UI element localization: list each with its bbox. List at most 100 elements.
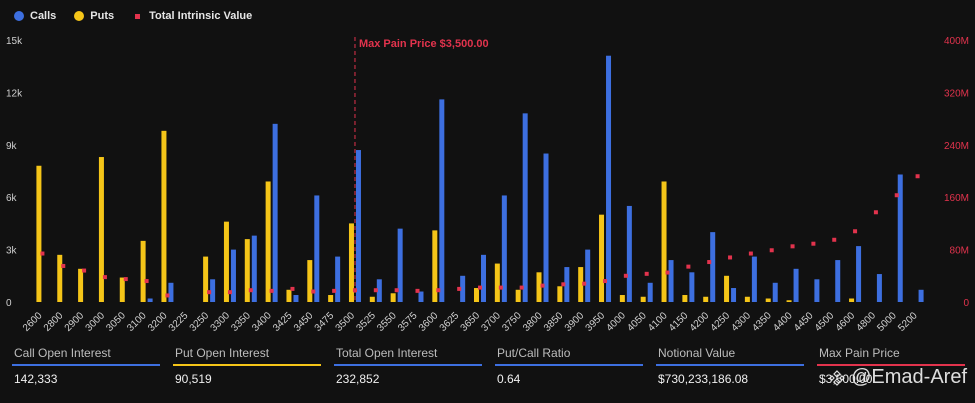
watermark-text: @Emad-Aref	[851, 366, 967, 388]
stat-notional-value: Notional Value $730,233,186.08	[656, 346, 816, 386]
stat-label: Put Open Interest	[175, 346, 270, 360]
call-bar	[626, 205, 632, 302]
y-left-tick-label: 6k	[6, 193, 18, 204]
call-bar	[876, 274, 882, 302]
call-bar	[376, 279, 382, 302]
legend-intrinsic[interactable]: Total Intrinsic Value	[132, 10, 252, 22]
put-bar	[744, 296, 750, 302]
intrinsic-point	[290, 286, 295, 291]
put-bar	[724, 275, 730, 302]
x-tick-label: 4350	[750, 310, 774, 334]
put-bar	[682, 295, 688, 302]
x-tick-label: 2600	[21, 310, 45, 334]
stat-label: Max Pain Price	[819, 346, 900, 360]
put-bar	[36, 165, 42, 302]
x-tick-label: 3650	[459, 310, 483, 334]
intrinsic-point	[873, 210, 878, 215]
call-bar	[814, 279, 820, 302]
calls-swatch-icon	[14, 11, 24, 21]
stat-call-open-interest: Call Open Interest 142,333	[12, 346, 172, 386]
x-tick-label: 4100	[646, 310, 670, 334]
y-left-tick-label: 15k	[6, 36, 23, 47]
call-bar	[543, 153, 549, 302]
x-tick-label: 4400	[771, 310, 795, 334]
stat-underline	[817, 364, 965, 366]
put-bar	[265, 181, 271, 302]
call-bar	[647, 282, 653, 302]
x-tick-label: 4500	[813, 310, 837, 334]
x-tick-label: 4150	[667, 310, 691, 334]
diamond-logo-icon	[829, 369, 845, 386]
stat-value: 90,519	[175, 372, 212, 386]
put-bar	[328, 295, 334, 302]
call-bar	[606, 55, 612, 302]
call-bar	[481, 254, 486, 302]
put-bar	[494, 263, 500, 302]
put-bar	[78, 268, 84, 302]
y-right-tick-label: 160M	[944, 193, 969, 204]
call-bar	[668, 260, 674, 302]
y-right-tick-label: 0	[963, 298, 969, 309]
y-right-tick-label: 80M	[950, 246, 969, 257]
legend-calls[interactable]: Calls	[14, 10, 56, 22]
put-bar	[640, 296, 646, 302]
x-tick-label: 3300	[209, 310, 233, 334]
intrinsic-point	[769, 248, 774, 253]
put-bar	[599, 214, 605, 302]
x-tick-label: 4600	[834, 310, 858, 334]
x-tick-label: 2900	[63, 310, 87, 334]
intrinsic-point	[227, 290, 232, 295]
call-bar	[210, 279, 216, 302]
intrinsic-point	[853, 229, 858, 234]
x-tick-label: 3750	[500, 310, 524, 334]
x-tick-label: 3850	[542, 310, 566, 334]
stat-label: Notional Value	[658, 346, 736, 360]
put-bar	[369, 296, 375, 302]
put-bar	[286, 289, 292, 302]
put-bar	[432, 230, 438, 302]
intrinsic-swatch-icon	[135, 13, 141, 19]
chart-legend: Calls Puts Total Intrinsic Value	[14, 10, 252, 22]
intrinsic-point	[144, 279, 149, 284]
intrinsic-point	[436, 288, 441, 293]
put-bar	[57, 254, 63, 302]
call-bar	[751, 256, 757, 302]
x-tick-label: 3950	[584, 310, 608, 334]
call-bar	[460, 275, 466, 302]
x-tick-label: 3250	[188, 310, 212, 334]
x-tick-label: 3800	[521, 310, 545, 334]
intrinsic-point	[165, 293, 170, 298]
put-bar	[348, 223, 354, 302]
x-tick-label: 3350	[229, 310, 253, 334]
x-tick-label: 2800	[42, 310, 66, 334]
put-bar	[515, 289, 521, 302]
y-left-tick-label: 3k	[6, 246, 18, 257]
legend-puts[interactable]: Puts	[74, 10, 114, 22]
call-bar	[689, 272, 695, 302]
call-bar	[251, 235, 257, 302]
put-bar	[98, 157, 104, 302]
x-tick-label: 5200	[896, 310, 920, 334]
intrinsic-point	[790, 244, 795, 249]
intrinsic-point	[61, 263, 66, 268]
put-bar	[390, 293, 396, 302]
x-tick-label: 4800	[855, 310, 879, 334]
x-tick-label: 3525	[354, 310, 378, 334]
max-pain-label: Max Pain Price $3,500.00	[359, 38, 489, 50]
put-bar	[578, 267, 584, 302]
x-tick-label: 3475	[313, 310, 337, 334]
legend-puts-label: Puts	[90, 10, 115, 22]
puts-swatch-icon	[74, 11, 85, 21]
intrinsic-point	[519, 285, 524, 290]
x-tick-label: 3200	[146, 310, 170, 334]
put-bar	[765, 298, 771, 302]
x-tick-label: 3425	[271, 310, 295, 334]
intrinsic-point	[332, 288, 337, 293]
intrinsic-point	[123, 277, 128, 282]
intrinsic-point	[561, 282, 566, 287]
y-left-tick-label: 9k	[6, 141, 18, 152]
y-right-tick-label: 400M	[944, 36, 969, 47]
call-bar	[501, 195, 507, 302]
legend-intrinsic-label: Total Intrinsic Value	[149, 10, 253, 22]
put-bar	[849, 298, 855, 302]
